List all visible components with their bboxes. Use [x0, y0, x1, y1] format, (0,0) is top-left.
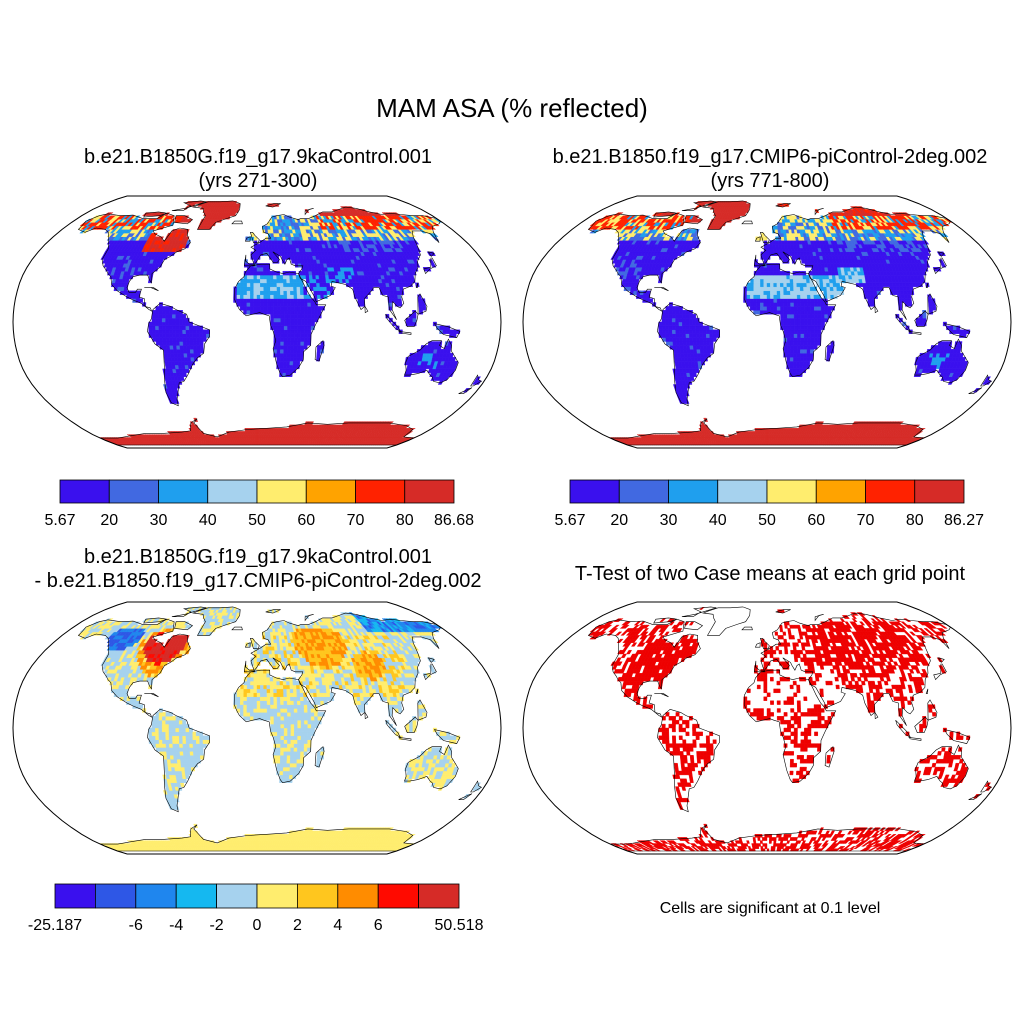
colorbar-ref-tick-label: 80 — [906, 512, 924, 529]
colorbar-case-tick-label: 5.67 — [44, 512, 75, 529]
colorbar-case-box-2 — [158, 479, 209, 504]
colorbar-case-tick-label: 86.68 — [434, 512, 474, 529]
map-diff-coastlines — [77, 606, 483, 852]
panel-title-diff-line2: - b.e21.B1850.f19_g17.CMIP6-piControl-2d… — [34, 570, 482, 592]
colorbar-diff-box-5 — [256, 883, 298, 909]
significance-note: Cells are significant at 0.1 level — [659, 900, 881, 917]
colorbar-diff-tick-label: 6 — [374, 917, 383, 934]
colorbar-ref-tick-label: 30 — [660, 512, 678, 529]
colorbar-ref-tick-label: 86.27 — [944, 512, 984, 529]
colorbar-ref-box-5 — [815, 479, 866, 504]
colorbar-ref-box-2 — [668, 479, 719, 504]
panel-title-diff-line1: b.e21.B1850G.f19_g17.9kaControl.001 — [83, 546, 433, 568]
colorbar-diff-tick-label: 4 — [333, 917, 342, 934]
colorbar-case-tick-label: 30 — [150, 512, 168, 529]
colorbar-case-box-6 — [355, 479, 406, 504]
map-ref — [522, 195, 1012, 449]
colorbar-case-box-7 — [404, 479, 455, 504]
colorbar-diff-box-4 — [216, 883, 258, 909]
colorbar-ref-box-1 — [618, 479, 669, 504]
colorbar-diff-tick-label: 50.518 — [435, 917, 484, 934]
colorbar-ref-tick-label: 20 — [610, 512, 628, 529]
colorbar-diff-tick-label: -4 — [169, 917, 183, 934]
panel-title-ref: b.e21.B1850.f19_g17.CMIP6-piControl-2deg… — [516, 145, 1024, 193]
map-ref-border — [522, 195, 1012, 449]
panel-title-diff: b.e21.B1850G.f19_g17.9kaControl.001 - b.… — [0, 545, 536, 593]
map-case — [12, 195, 502, 449]
colorbar-diff-box-3 — [175, 883, 217, 909]
colorbar-diff-tick-label: -25.187 — [28, 917, 82, 934]
map-case-cells — [77, 201, 482, 446]
colorbar-diff-box-9 — [418, 883, 460, 909]
colorbar-diff: -25.187 -6 -4 -2 0 2 4 6 50.518 — [28, 883, 484, 934]
colorbar-case-box-1 — [108, 479, 159, 504]
colorbar-case-tick-label: 50 — [248, 512, 266, 529]
panel-title-ref-line2: (yrs 771-800) — [710, 170, 830, 192]
colorbar-case-box-5 — [305, 479, 356, 504]
map-ttest — [522, 601, 1012, 855]
panel-title-case-line2: (yrs 271-300) — [198, 170, 318, 192]
map-diff-cells — [77, 607, 482, 852]
colorbar-ref-tick-label: 50 — [758, 512, 776, 529]
colorbar-ref-tick-label: 40 — [709, 512, 727, 529]
colorbar-diff-tick-label: -6 — [129, 917, 143, 934]
colorbar-case-tick-label: 20 — [100, 512, 118, 529]
colorbar-ref-tick-label: 60 — [807, 512, 825, 529]
colorbar-ref-box-3 — [717, 479, 768, 504]
colorbar-case-tick-label: 40 — [199, 512, 217, 529]
map-diff-border — [12, 601, 502, 855]
colorbar-ref-box-7 — [914, 479, 965, 504]
colorbar-case-tick-label: 80 — [396, 512, 414, 529]
colorbar-case-box-0 — [59, 479, 110, 504]
map-ttest-coastlines — [587, 606, 993, 852]
panel-title-ttest: T-Test of two Case means at each grid po… — [574, 563, 966, 585]
figure-title: MAM ASA (% reflected) — [376, 93, 648, 123]
colorbar-ref-tick-label: 70 — [857, 512, 875, 529]
panel-title-case-line1: b.e21.B1850G.f19_g17.9kaControl.001 — [83, 146, 433, 168]
colorbar-ref: 5.67 20 30 40 50 60 70 80 86.27 — [554, 479, 984, 529]
colorbar-diff-tick-label: 0 — [253, 917, 262, 934]
colorbar-diff-box-2 — [135, 883, 177, 909]
panel-title-ref-line1: b.e21.B1850.f19_g17.CMIP6-piControl-2deg… — [552, 146, 988, 168]
colorbar-case-box-4 — [256, 479, 307, 504]
map-ref-cells — [587, 201, 992, 446]
map-case-border — [12, 195, 502, 449]
colorbar-diff-box-0 — [54, 883, 96, 909]
colorbar-ref-box-4 — [766, 479, 817, 504]
colorbar-ref-box-0 — [569, 479, 620, 504]
colorbar-case-tick-label: 70 — [347, 512, 365, 529]
colorbar-case: 5.67 20 30 40 50 60 70 80 86.68 — [44, 479, 474, 529]
map-case-coastlines — [77, 200, 483, 446]
colorbar-case-tick-label: 60 — [297, 512, 315, 529]
colorbar-ref-tick-label: 5.67 — [554, 512, 585, 529]
colorbar-case-box-3 — [207, 479, 258, 504]
map-diff — [12, 601, 502, 855]
colorbar-diff-box-6 — [296, 883, 339, 909]
map-ttest-cells — [587, 607, 992, 852]
panel-title-case: b.e21.B1850G.f19_g17.9kaControl.001 (yrs… — [0, 145, 516, 193]
map-ref-coastlines — [587, 200, 993, 446]
colorbar-diff-box-7 — [337, 883, 379, 909]
colorbar-ref-box-6 — [865, 479, 916, 504]
map-ttest-border — [522, 601, 1012, 855]
colorbar-diff-box-8 — [377, 883, 420, 909]
colorbar-diff-box-1 — [95, 883, 137, 909]
colorbar-diff-tick-label: 2 — [293, 917, 302, 934]
colorbar-diff-tick-label: -2 — [209, 917, 223, 934]
